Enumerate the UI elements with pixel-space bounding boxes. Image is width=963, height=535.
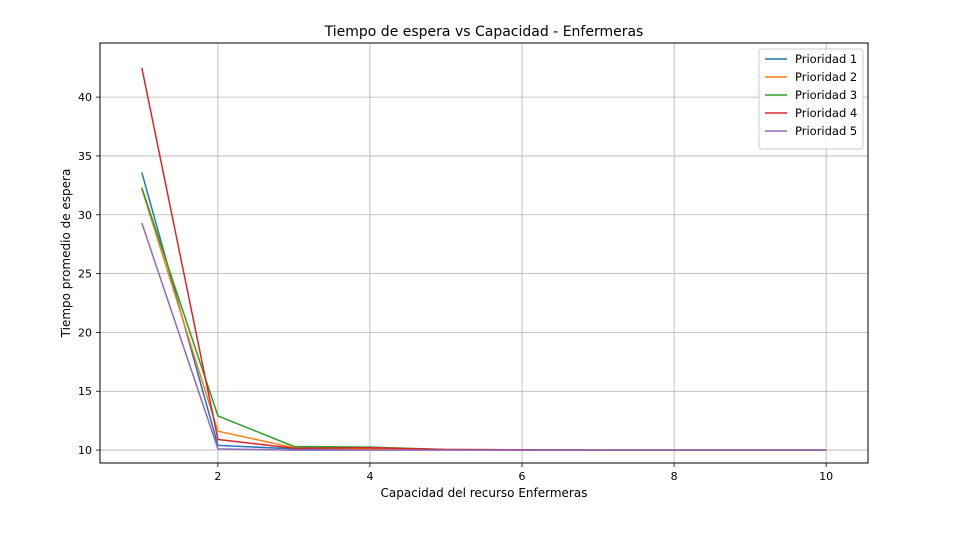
legend-entry-label: Prioridad 4: [795, 106, 857, 120]
legend-entry-label: Prioridad 5: [795, 124, 857, 138]
legend-entry-label: Prioridad 3: [795, 88, 857, 102]
plot-frame: [99, 42, 869, 464]
y-tick-label: 30: [78, 209, 92, 222]
x-tick-label: 10: [819, 470, 833, 483]
y-tick-label: 40: [78, 91, 92, 104]
series-line-prioridad-3: [141, 187, 827, 451]
series-line-prioridad-4: [141, 67, 827, 451]
legend-entry-label: Prioridad 2: [795, 70, 857, 84]
series-line-prioridad-5: [141, 222, 827, 451]
legend: Prioridad 1 Prioridad 2 Prioridad 3 Priorid…: [758, 48, 864, 150]
axis-ticks: 2 4 6 8 10 10 15 20 25 30 35 40: [78, 91, 833, 483]
y-tick-label: 25: [78, 268, 92, 281]
x-tick-label: 8: [671, 470, 678, 483]
series-line-prioridad-1: [141, 172, 827, 451]
y-tick-label: 10: [78, 444, 92, 457]
legend-entry-label: Prioridad 1: [795, 52, 857, 66]
y-tick-label: 20: [78, 326, 92, 339]
series-lines: [141, 67, 827, 451]
x-tick-label: 4: [366, 470, 373, 483]
grid-lines: [100, 43, 868, 463]
chart-title: Tiempo de espera vs Capacidad - Enfermer…: [324, 24, 644, 40]
x-tick-label: 2: [214, 470, 221, 483]
y-tick-label: 35: [78, 150, 92, 163]
y-tick-label: 15: [78, 385, 92, 398]
y-axis-label: Tiempo promedio de espera: [59, 169, 73, 339]
x-axis-label: Capacidad del recurso Enfermeras: [381, 486, 588, 500]
legend-box: [758, 48, 864, 150]
series-line-prioridad-2: [141, 188, 827, 451]
x-tick-label: 6: [519, 470, 526, 483]
